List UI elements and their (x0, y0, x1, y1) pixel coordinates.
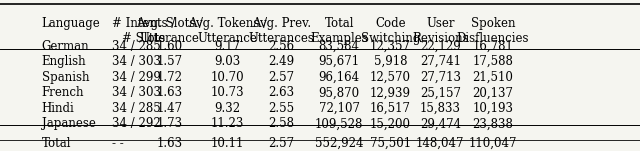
Text: 17,588: 17,588 (472, 55, 513, 68)
Text: 34 / 285: 34 / 285 (112, 40, 161, 53)
Text: 2.57: 2.57 (269, 137, 294, 150)
Text: Hindi: Hindi (42, 102, 74, 115)
Text: Avg. Slots /
Utterance: Avg. Slots / Utterance (136, 17, 203, 45)
Text: 16,781: 16,781 (472, 40, 513, 53)
Text: 34 / 299: 34 / 299 (112, 71, 161, 84)
Text: 110,047: 110,047 (468, 137, 517, 150)
Text: 1.60: 1.60 (157, 40, 182, 53)
Text: 75,501: 75,501 (370, 137, 411, 150)
Text: 1.73: 1.73 (157, 117, 182, 130)
Text: 12,357: 12,357 (370, 40, 411, 53)
Text: # Intents /
# Slots: # Intents / # Slots (112, 17, 175, 45)
Text: Avg. Tokens /
Utterance: Avg. Tokens / Utterance (188, 17, 267, 45)
Text: 20,137: 20,137 (472, 86, 513, 99)
Text: 9.17: 9.17 (214, 40, 240, 53)
Text: 95,870: 95,870 (319, 86, 360, 99)
Text: Japanese: Japanese (42, 117, 95, 130)
Text: 1.57: 1.57 (157, 55, 182, 68)
Text: 10,193: 10,193 (472, 102, 513, 115)
Text: Total: Total (42, 137, 71, 150)
Text: 15,833: 15,833 (420, 102, 461, 115)
Text: 27,713: 27,713 (420, 71, 461, 84)
Text: Spoken
Disfluencies: Spoken Disfluencies (456, 17, 529, 45)
Text: 34 / 292: 34 / 292 (112, 117, 161, 130)
Text: 9.32: 9.32 (214, 102, 240, 115)
Text: German: German (42, 40, 89, 53)
Text: 2.55: 2.55 (269, 102, 294, 115)
Text: Language: Language (42, 17, 100, 30)
Text: 1.63: 1.63 (157, 86, 182, 99)
Text: 15,200: 15,200 (370, 117, 411, 130)
Text: 72,107: 72,107 (319, 102, 360, 115)
Text: 16,517: 16,517 (370, 102, 411, 115)
Text: French: French (42, 86, 84, 99)
Text: English: English (42, 55, 86, 68)
Text: 2.56: 2.56 (269, 40, 294, 53)
Text: 83,584: 83,584 (319, 40, 360, 53)
Text: 34 / 303: 34 / 303 (112, 86, 161, 99)
Text: 22,129: 22,129 (420, 40, 461, 53)
Text: 23,838: 23,838 (472, 117, 513, 130)
Text: User
Revisions: User Revisions (412, 17, 468, 45)
Text: 2.57: 2.57 (269, 71, 294, 84)
Text: Total
Examples: Total Examples (310, 17, 368, 45)
Text: 1.72: 1.72 (157, 71, 182, 84)
Text: 11.23: 11.23 (211, 117, 244, 130)
Text: 21,510: 21,510 (472, 71, 513, 84)
Text: 25,157: 25,157 (420, 86, 461, 99)
Text: 2.49: 2.49 (269, 55, 294, 68)
Text: 2.63: 2.63 (269, 86, 294, 99)
Text: 10.70: 10.70 (211, 71, 244, 84)
Text: 29,474: 29,474 (420, 117, 461, 130)
Text: 96,164: 96,164 (319, 71, 360, 84)
Text: 10.73: 10.73 (211, 86, 244, 99)
Text: 95,671: 95,671 (319, 55, 360, 68)
Text: 27,741: 27,741 (420, 55, 461, 68)
Text: 552,924: 552,924 (315, 137, 364, 150)
Text: 12,939: 12,939 (370, 86, 411, 99)
Text: 9.03: 9.03 (214, 55, 241, 68)
Text: Avg. Prev.
Utterances: Avg. Prev. Utterances (249, 17, 314, 45)
Text: 2.58: 2.58 (269, 117, 294, 130)
Text: 5,918: 5,918 (374, 55, 407, 68)
Text: 148,047: 148,047 (416, 137, 465, 150)
Text: 34 / 285: 34 / 285 (112, 102, 161, 115)
Text: 1.63: 1.63 (157, 137, 182, 150)
Text: 12,570: 12,570 (370, 71, 411, 84)
Text: 1.47: 1.47 (157, 102, 182, 115)
Text: 10.11: 10.11 (211, 137, 244, 150)
Text: 109,528: 109,528 (315, 117, 364, 130)
Text: Code
Switching: Code Switching (361, 17, 420, 45)
Text: 34 / 303: 34 / 303 (112, 55, 161, 68)
Text: - -: - - (112, 137, 124, 150)
Text: Spanish: Spanish (42, 71, 89, 84)
